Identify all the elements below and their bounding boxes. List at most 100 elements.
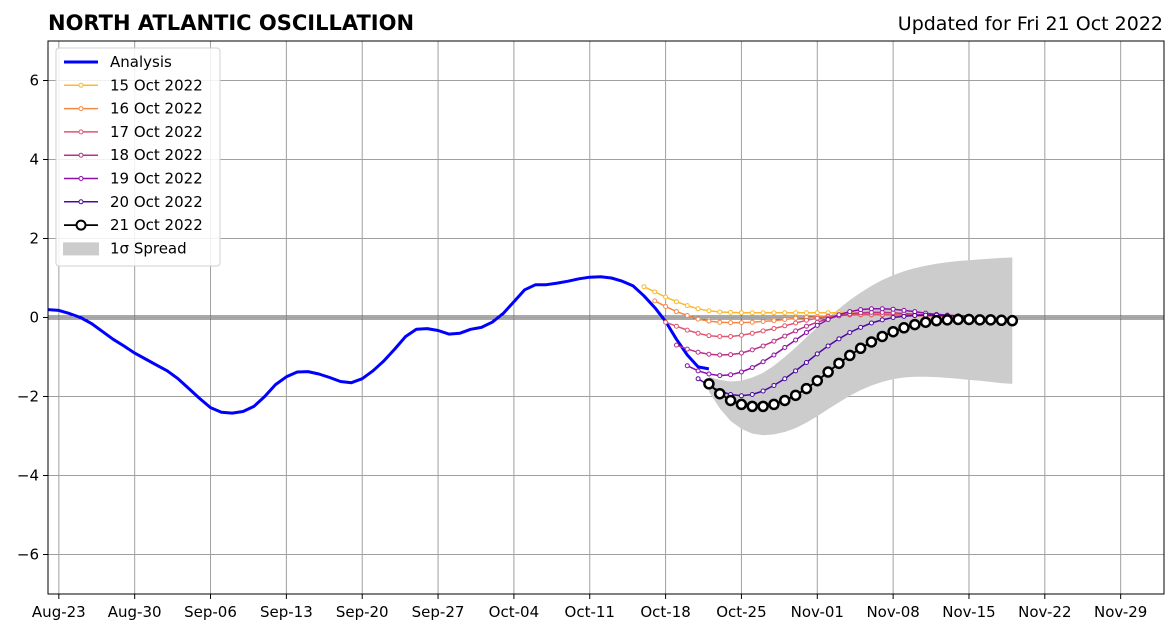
- series-lines: [47, 275, 1019, 415]
- forecast-point: [782, 333, 788, 339]
- forecast-point: [663, 319, 669, 325]
- forecast-point: [760, 359, 766, 365]
- current-forecast-point: [974, 314, 986, 326]
- forecast-point: [695, 368, 701, 374]
- forecast-point: [673, 342, 679, 348]
- x-tick-label: Sep-13: [260, 603, 313, 621]
- forecast-point: [793, 337, 799, 343]
- current-forecast-point: [995, 314, 1008, 327]
- forecast-point: [879, 306, 885, 312]
- y-tick-label: −6: [17, 546, 39, 564]
- forecast-point: [749, 310, 755, 316]
- current-forecast-point: [919, 316, 932, 328]
- forecast-point: [760, 318, 766, 324]
- forecast-point: [814, 315, 820, 321]
- y-tick-label: 4: [29, 151, 39, 169]
- forecast-point: [673, 323, 679, 329]
- forecast-point: [912, 309, 918, 315]
- legend-label: 19 Oct 2022: [110, 170, 203, 188]
- x-tick-label: Aug-23: [32, 603, 86, 621]
- forecast-point: [847, 309, 853, 315]
- forecast-point: [695, 316, 701, 322]
- forecast-point: [728, 309, 734, 315]
- forecast-point: [673, 299, 679, 305]
- forecast-point: [760, 343, 766, 349]
- forecast-point: [738, 310, 744, 316]
- current-forecast-point: [735, 398, 748, 411]
- forecast-point: [825, 316, 831, 322]
- forecast-point: [749, 392, 755, 398]
- x-tick-label: Sep-06: [184, 603, 237, 621]
- legend: Analysis 15 Oct 2022 16 Oct 2022 17 Oct 202…: [55, 47, 221, 267]
- series-analysis: [47, 275, 710, 415]
- legend-marker: [75, 219, 87, 231]
- current-forecast-point: [865, 336, 878, 348]
- forecast-point: [749, 365, 755, 371]
- current-forecast-point: [822, 366, 834, 378]
- legend-marker: [78, 106, 84, 112]
- current-forecast-point: [714, 387, 726, 400]
- forecast-point: [760, 328, 766, 334]
- forecast-point: [803, 360, 809, 366]
- y-tick-label: −2: [17, 388, 39, 406]
- forecast-point: [912, 313, 918, 319]
- current-forecast-point: [757, 400, 769, 413]
- current-forecast-point: [768, 398, 780, 411]
- forecast-point: [771, 326, 777, 332]
- legend-swatch: [63, 242, 99, 256]
- current-forecast-point: [941, 314, 954, 326]
- legend-label: 1σ Spread: [110, 239, 187, 257]
- forecast-point: [890, 315, 896, 320]
- x-tick-label: Oct-04: [489, 603, 539, 621]
- forecast-point: [868, 306, 874, 312]
- forecast-point: [717, 319, 723, 325]
- forecast-point: [652, 289, 658, 295]
- forecast-point: [728, 333, 734, 339]
- forecast-point: [771, 318, 777, 324]
- forecast-point: [706, 351, 712, 357]
- forecast-point: [771, 382, 777, 388]
- forecast-point: [782, 316, 788, 322]
- analysis-line: [47, 275, 710, 415]
- forecast-point: [836, 336, 842, 342]
- x-tick-label: Sep-20: [336, 603, 389, 621]
- x-tick-label: Nov-15: [942, 603, 995, 621]
- forecast-point: [738, 369, 744, 375]
- current-forecast-point: [811, 374, 824, 387]
- forecast-point: [782, 310, 788, 316]
- forecast-point: [695, 306, 701, 312]
- forecast-point: [858, 324, 864, 330]
- legend-label: 21 Oct 2022: [110, 216, 203, 234]
- current-forecast-point: [876, 330, 889, 343]
- forecast-point: [814, 351, 820, 357]
- current-forecast-point: [952, 313, 964, 326]
- forecast-point: [771, 310, 777, 316]
- legend-marker: [78, 82, 84, 88]
- chart-title: NORTH ATLANTIC OSCILLATION: [48, 11, 414, 35]
- forecast-point: [728, 320, 734, 326]
- forecast-point: [749, 347, 755, 353]
- legend-label: 16 Oct 2022: [110, 100, 203, 118]
- chart-subtitle: Updated for Fri 21 Oct 2022: [898, 13, 1163, 35]
- y-tick-label: 2: [29, 230, 39, 248]
- legend-box: [55, 47, 221, 267]
- forecast-point: [652, 298, 658, 304]
- forecast-point: [684, 303, 690, 309]
- forecast-point: [717, 373, 723, 379]
- legend-marker: [78, 199, 84, 205]
- legend-label: 20 Oct 2022: [110, 193, 203, 211]
- series-21-oct-2022: [703, 313, 1019, 413]
- forecast-point: [879, 317, 885, 323]
- forecast-point: [749, 319, 755, 325]
- current-forecast-point: [703, 378, 715, 390]
- y-tick-label: 0: [29, 309, 39, 327]
- forecast-point: [728, 352, 734, 358]
- forecast-point: [771, 338, 777, 344]
- x-tick-label: Nov-08: [866, 603, 919, 621]
- forecast-point: [706, 371, 712, 377]
- y-tick-label: 6: [29, 72, 39, 90]
- forecast-point: [695, 349, 701, 355]
- forecast-point: [825, 343, 831, 349]
- forecast-point: [673, 309, 679, 315]
- forecast-point: [760, 388, 766, 394]
